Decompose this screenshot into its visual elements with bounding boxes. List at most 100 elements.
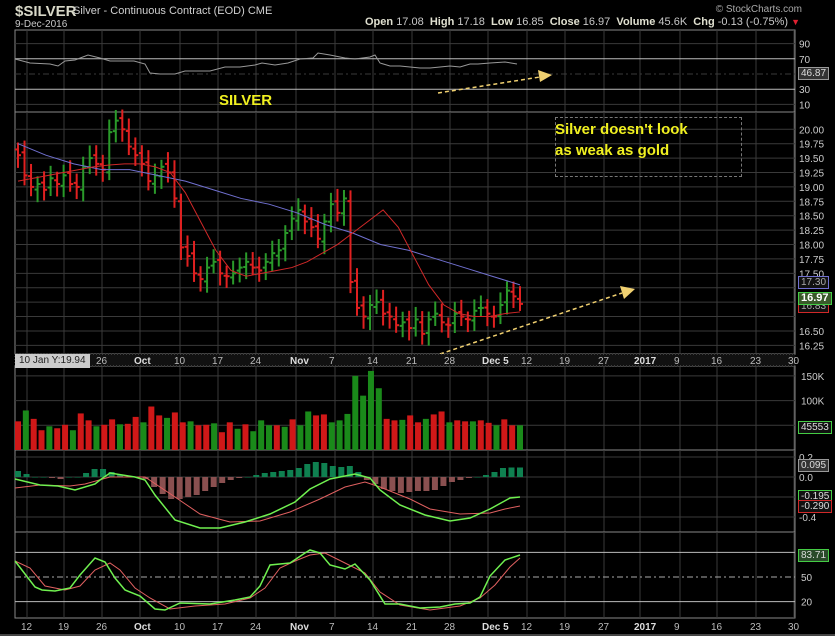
svg-text:18.75: 18.75 [799,197,824,208]
macd-histogram-bar [448,477,455,482]
svg-text:23: 23 [750,622,762,633]
macd-histogram-bar [244,477,251,478]
macd-histogram-bar [499,468,506,477]
volume-bar [383,418,390,450]
macd-histogram-bar [193,477,200,495]
macd-histogram-bar [304,464,311,477]
price-bar [223,265,230,288]
svg-text:12: 12 [521,356,533,367]
macd-histogram-bar [338,467,345,477]
svg-text:14: 14 [367,356,379,367]
volume-bar [360,395,367,450]
volume-bar [242,424,249,450]
svg-text:23: 23 [750,356,762,367]
macd-histogram-bar [414,477,421,491]
macd-histogram-bar [270,472,277,477]
volume-bar [391,420,398,450]
volume-bar [344,413,351,450]
macd-histogram-bar [261,473,268,477]
price-bar [269,240,276,272]
price-bar [184,235,191,267]
volume-value-tag: 45553 [798,421,832,434]
price-bar [230,260,237,285]
volume-bar [148,406,155,450]
price-bar [503,281,510,315]
svg-text:2017: 2017 [634,622,657,633]
volume-bar [77,413,84,450]
macd-histogram-bar [159,477,166,494]
price-bar [145,150,152,191]
macd-histogram-bar [100,469,107,477]
svg-text:Oct: Oct [134,356,151,367]
price-bar [517,286,523,311]
price-bar [282,225,289,262]
volume-bar [250,431,257,450]
change-label: Chg [693,16,715,28]
down-arrow-icon: ▼ [791,17,801,27]
svg-text:9: 9 [674,622,680,633]
annotation-line-1: Silver doesn't look [555,121,688,138]
macd-histogram-bar [210,477,217,487]
price-bar [256,256,263,282]
price-bar [171,160,178,208]
svg-text:10: 10 [799,100,811,111]
macd-histogram-bar [219,477,226,483]
price-bar [471,299,478,332]
volume-bar [289,419,296,450]
price-bar [321,213,328,255]
macd-histogram-bar [346,466,353,477]
volume-bar [273,425,280,450]
price-bar [288,206,295,241]
svg-text:16.50: 16.50 [799,327,824,338]
price-bar [354,268,361,316]
macd-histogram-bar [91,469,98,477]
svg-text:19.50: 19.50 [799,154,824,165]
price-bar [432,301,439,326]
price-bar [112,109,119,143]
macd-histogram-bar [253,475,260,477]
macd-histogram-bar [15,471,21,477]
price-bar [210,249,217,274]
svg-text:16: 16 [711,356,723,367]
price-bar [67,160,74,192]
macd-histogram-bar [329,466,336,477]
volume-bar [517,425,523,450]
stochastic-panel [14,531,796,619]
macd-histogram-bar [295,468,302,477]
macd-histogram-bar [151,477,158,487]
svg-text:18.25: 18.25 [799,226,824,237]
macd-histogram-bar [465,477,472,478]
svg-text:70: 70 [799,55,811,66]
price-bar [28,163,35,197]
price-bar [510,281,517,309]
macd-histogram-bar [517,467,523,477]
svg-text:9: 9 [674,356,680,367]
price-bar [47,165,54,197]
ma50-value-tag: 17.30 [798,276,830,289]
volume-bar [352,375,359,450]
macd-histogram-bar [227,477,234,480]
volume-bar [15,421,21,450]
low-label: Low [491,16,514,28]
open-value: 17.08 [396,16,424,28]
volume-bar [501,419,508,450]
macd-histogram-bar [491,472,498,477]
svg-text:24: 24 [250,356,262,367]
price-bar [177,193,184,261]
macd-histogram-bar [406,477,413,492]
price-bar [386,302,393,329]
price-bar [34,176,41,203]
chart-date: 9-Dec-2016 [15,19,68,30]
svg-text:17.75: 17.75 [799,255,824,266]
volume-bar [116,424,123,450]
rsi-value-tag: 46.87 [798,67,830,80]
high-label: High [429,16,455,28]
svg-text:24: 24 [250,622,262,633]
volume-bar [305,411,312,450]
macd-histogram-bar [49,477,56,478]
price-bar [295,198,302,231]
volume-bar [493,425,500,450]
svg-text:20.00: 20.00 [799,125,824,136]
price-bar [21,140,28,186]
svg-text:21: 21 [406,622,418,633]
